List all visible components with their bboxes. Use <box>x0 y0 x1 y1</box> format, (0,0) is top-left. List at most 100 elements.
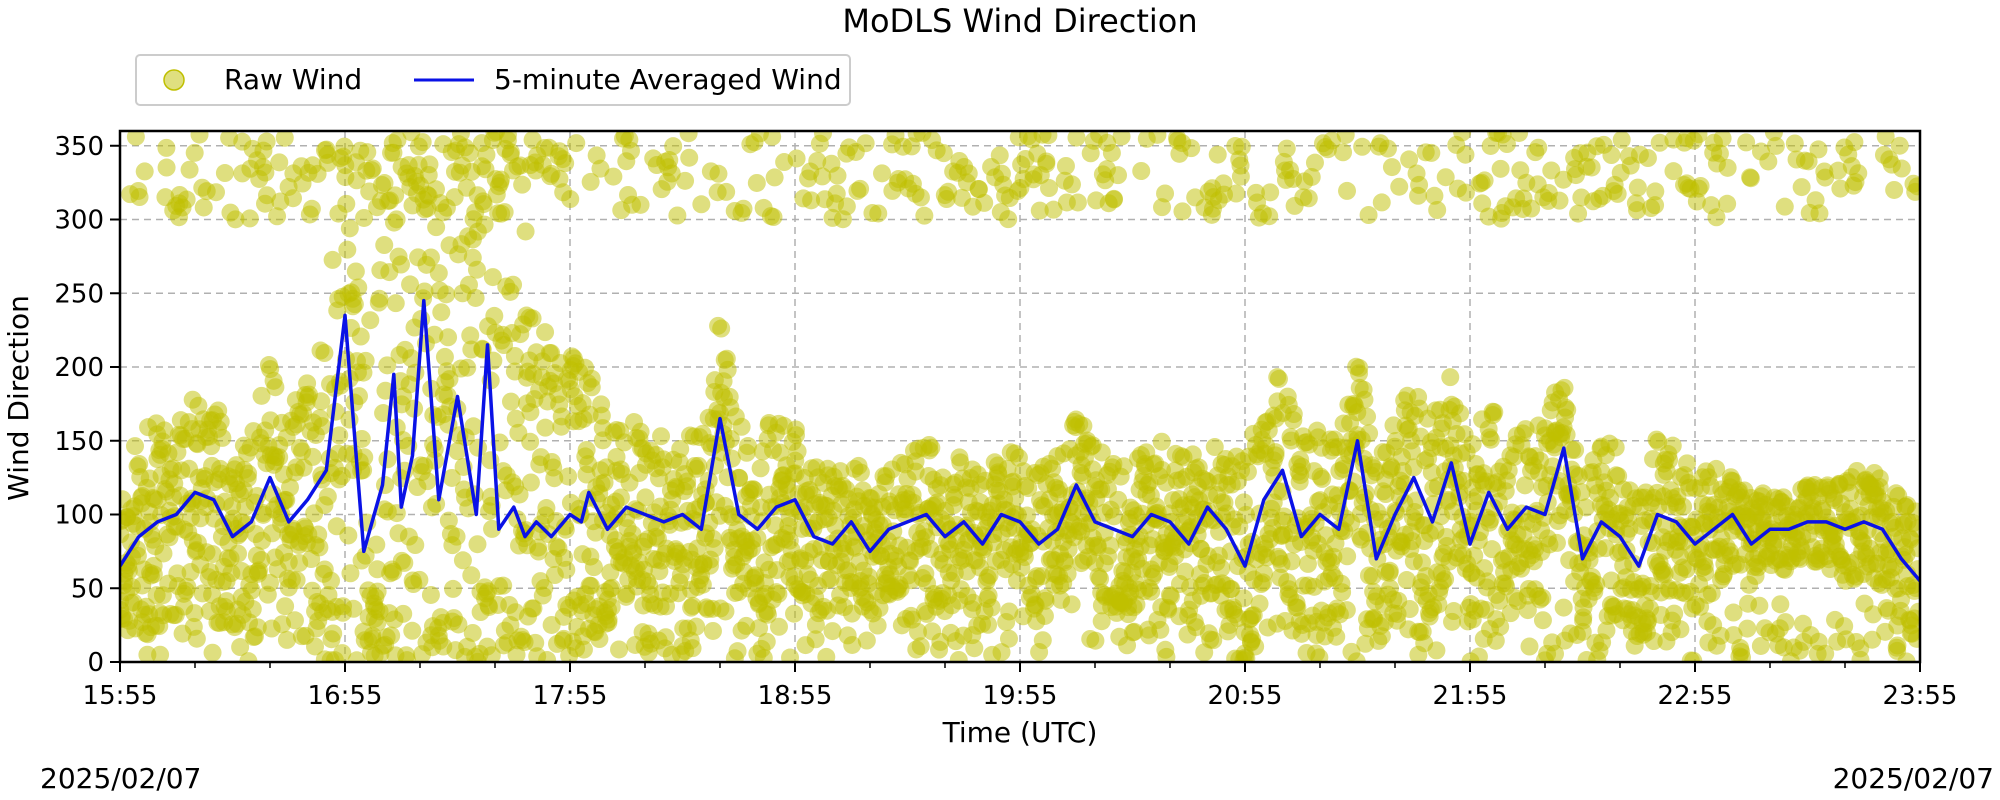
raw-wind-point <box>1695 557 1714 576</box>
raw-wind-point <box>437 285 456 304</box>
raw-wind-point <box>317 140 336 159</box>
raw-wind-point <box>1702 584 1721 603</box>
raw-wind-point <box>1572 483 1591 502</box>
raw-wind-point <box>683 596 702 615</box>
raw-wind-point <box>1062 175 1081 194</box>
raw-wind-point <box>536 418 555 437</box>
raw-wind-point <box>969 180 988 199</box>
raw-wind-point <box>538 651 557 662</box>
raw-wind-point <box>439 511 458 530</box>
raw-wind-point <box>679 131 698 143</box>
raw-wind-point <box>367 535 386 554</box>
raw-wind-point <box>1486 631 1505 650</box>
raw-wind-point <box>1000 602 1019 621</box>
raw-wind-point <box>1360 424 1379 443</box>
chart-title: MoDLS Wind Direction <box>842 2 1197 40</box>
raw-wind-point <box>1068 193 1087 212</box>
raw-wind-point <box>591 159 610 178</box>
raw-wind-point <box>1665 604 1684 623</box>
raw-wind-point <box>718 360 737 379</box>
raw-wind-point <box>1674 497 1693 516</box>
raw-wind-point <box>335 137 354 156</box>
raw-wind-point <box>703 621 722 640</box>
raw-wind-point <box>361 311 380 330</box>
raw-wind-point <box>786 420 805 439</box>
raw-wind-point <box>1044 200 1063 219</box>
raw-wind-point <box>501 392 520 411</box>
raw-wind-point <box>1336 131 1355 144</box>
raw-wind-point <box>406 536 425 555</box>
raw-wind-point <box>662 164 681 183</box>
date-left: 2025/02/07 <box>40 762 201 795</box>
raw-wind-point <box>581 172 600 191</box>
raw-wind-point <box>1533 611 1552 630</box>
raw-wind-point <box>130 455 149 474</box>
raw-wind-point <box>1626 194 1645 213</box>
raw-wind-point <box>1718 158 1737 177</box>
x-tick-label: 16:55 <box>308 681 383 711</box>
raw-wind-point <box>764 208 783 227</box>
raw-wind-point <box>660 151 679 170</box>
raw-wind-point <box>1510 131 1529 142</box>
raw-wind-point <box>1602 146 1621 165</box>
y-axis: 0 50 100 150 200 250 300 350 <box>54 132 120 678</box>
raw-wind-point <box>754 648 773 662</box>
raw-wind-point <box>821 569 840 588</box>
raw-wind-point <box>406 363 425 382</box>
raw-wind-point <box>358 143 377 162</box>
raw-wind-point <box>1906 502 1920 521</box>
raw-wind-point <box>1766 136 1785 155</box>
raw-wind-point <box>999 629 1018 648</box>
raw-wind-point <box>1400 150 1419 169</box>
raw-wind-point <box>788 442 807 461</box>
raw-wind-point <box>1601 488 1620 507</box>
raw-wind-point <box>1713 131 1732 148</box>
raw-wind-point <box>1876 131 1895 146</box>
raw-wind-point <box>194 198 213 217</box>
x-tick-label: 21:55 <box>1433 681 1508 711</box>
raw-wind-point <box>466 288 485 307</box>
raw-wind-point <box>1266 443 1285 462</box>
raw-wind-point <box>180 160 199 179</box>
raw-wind-point <box>1566 440 1585 459</box>
raw-wind-point <box>313 417 332 436</box>
raw-wind-point <box>1660 451 1679 470</box>
raw-wind-point <box>802 191 821 210</box>
raw-wind-point <box>763 131 782 146</box>
raw-wind-point <box>439 328 458 347</box>
raw-wind-point <box>252 551 271 570</box>
raw-wind-point <box>391 255 410 274</box>
raw-wind-point <box>1518 601 1537 620</box>
raw-wind-point <box>495 203 514 222</box>
raw-wind-point <box>577 440 596 459</box>
raw-wind-point <box>1465 546 1484 565</box>
raw-wind-point <box>1550 191 1569 210</box>
raw-wind-point <box>432 303 451 322</box>
raw-wind-point <box>567 134 586 153</box>
raw-wind-point <box>305 637 324 656</box>
raw-wind-point <box>765 168 784 187</box>
raw-wind-point <box>394 604 413 623</box>
raw-wind-point <box>1056 156 1075 175</box>
raw-wind-point <box>349 278 368 297</box>
raw-wind-point <box>429 264 448 283</box>
raw-wind-point <box>1646 196 1665 215</box>
raw-wind-point <box>610 640 629 659</box>
raw-wind-point <box>524 599 543 618</box>
raw-wind-point <box>356 351 375 370</box>
x-tick-label: 23:55 <box>1883 681 1958 711</box>
raw-wind-point <box>1299 189 1318 208</box>
raw-wind-point <box>590 630 609 649</box>
raw-wind-point <box>581 576 600 595</box>
x-tick-label: 22:55 <box>1658 681 1733 711</box>
raw-wind-point <box>1337 601 1356 620</box>
raw-wind-point <box>463 623 482 642</box>
raw-wind-point <box>1152 432 1171 451</box>
raw-wind-point <box>1908 177 1920 196</box>
raw-wind-point <box>1529 138 1548 157</box>
raw-wind-point <box>226 210 245 229</box>
raw-wind-point <box>462 566 481 585</box>
raw-wind-point <box>1546 644 1565 662</box>
raw-wind-point <box>178 577 197 596</box>
raw-wind-point <box>130 188 149 207</box>
